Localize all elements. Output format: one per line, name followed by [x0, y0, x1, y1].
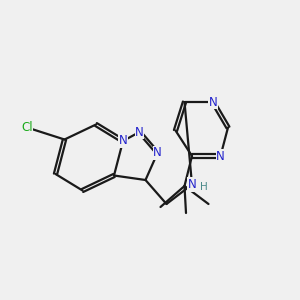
Text: N: N — [118, 134, 127, 148]
Text: N: N — [135, 125, 144, 139]
Text: N: N — [216, 149, 225, 163]
Text: N: N — [188, 178, 196, 191]
Text: N: N — [153, 146, 162, 160]
Text: N: N — [208, 95, 217, 109]
Text: H: H — [200, 182, 207, 193]
Text: Cl: Cl — [21, 121, 33, 134]
